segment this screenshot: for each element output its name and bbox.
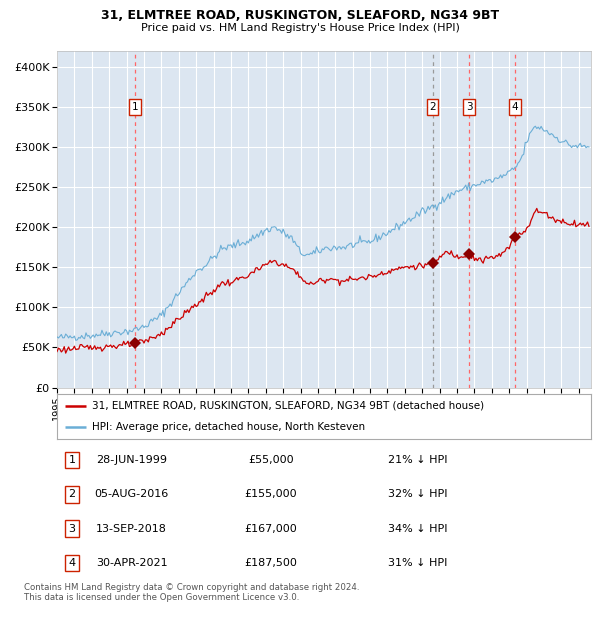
Text: 34% ↓ HPI: 34% ↓ HPI [388,523,448,534]
Text: 31, ELMTREE ROAD, RUSKINGTON, SLEAFORD, NG34 9BT: 31, ELMTREE ROAD, RUSKINGTON, SLEAFORD, … [101,9,499,22]
Text: £187,500: £187,500 [244,557,297,568]
Text: £155,000: £155,000 [244,489,297,500]
Text: 05-AUG-2016: 05-AUG-2016 [95,489,169,500]
Text: 32% ↓ HPI: 32% ↓ HPI [388,489,448,500]
Text: 2: 2 [68,489,76,500]
Text: HPI: Average price, detached house, North Kesteven: HPI: Average price, detached house, Nort… [92,422,365,432]
Text: £55,000: £55,000 [248,455,293,466]
Text: 1: 1 [68,455,76,466]
Text: 31, ELMTREE ROAD, RUSKINGTON, SLEAFORD, NG34 9BT (detached house): 31, ELMTREE ROAD, RUSKINGTON, SLEAFORD, … [92,401,484,411]
Text: 31% ↓ HPI: 31% ↓ HPI [388,557,448,568]
Text: 13-SEP-2018: 13-SEP-2018 [97,523,167,534]
Text: 3: 3 [466,102,473,112]
Text: 3: 3 [68,523,76,534]
Text: 28-JUN-1999: 28-JUN-1999 [96,455,167,466]
Text: 30-APR-2021: 30-APR-2021 [96,557,167,568]
Text: 21% ↓ HPI: 21% ↓ HPI [388,455,448,466]
Text: 4: 4 [512,102,518,112]
Text: Contains HM Land Registry data © Crown copyright and database right 2024.
This d: Contains HM Land Registry data © Crown c… [24,583,359,602]
Text: Price paid vs. HM Land Registry's House Price Index (HPI): Price paid vs. HM Land Registry's House … [140,23,460,33]
Text: 1: 1 [132,102,139,112]
Text: 4: 4 [68,557,76,568]
Text: £167,000: £167,000 [244,523,297,534]
Text: 2: 2 [429,102,436,112]
